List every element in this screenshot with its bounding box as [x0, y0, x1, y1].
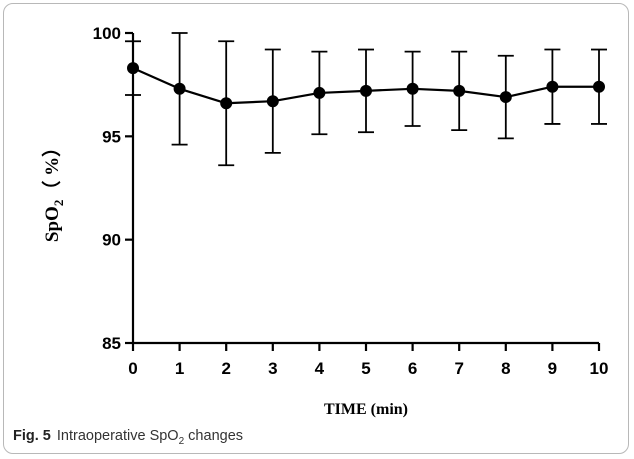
- data-point-1: [173, 82, 186, 95]
- figure-frame: [3, 3, 629, 454]
- x-tick-label-2: 2: [221, 359, 230, 378]
- y-axis-title-sub: 2: [51, 200, 66, 207]
- data-point-5: [360, 84, 372, 97]
- x-tick-label-3: 3: [268, 359, 277, 378]
- data-point-6: [406, 82, 419, 95]
- x-tick-label-10: 10: [590, 359, 609, 378]
- y-axis-title-base: SpO: [42, 206, 63, 242]
- data-point-9: [546, 80, 559, 93]
- x-tick-label-1: 1: [175, 359, 184, 378]
- y-tick-label-3: 100: [93, 24, 121, 43]
- x-tick-label-6: 6: [408, 359, 417, 378]
- y-tick-label-1: 90: [102, 231, 121, 250]
- y-tick-label-2: 95: [102, 127, 121, 146]
- data-point-7: [453, 84, 466, 97]
- caption-text: Intraoperative SpO: [56, 428, 179, 444]
- caption-text-end: changes: [184, 428, 244, 444]
- axes: 85 90 95 100 0 1 2 3 4 5 6 7 8 9 10: [93, 24, 609, 378]
- figure-label: Fig. 5: [13, 428, 51, 444]
- caption-subscript: 2: [178, 435, 185, 447]
- data-point-8: [499, 91, 512, 104]
- x-tick-label-8: 8: [501, 359, 510, 378]
- x-tick-label-0: 0: [128, 359, 137, 378]
- x-tick-label-4: 4: [315, 359, 325, 378]
- y-axis-title-rest: （ %）: [40, 138, 63, 200]
- x-axis-title: TIME (min): [324, 401, 408, 418]
- data-point-2: [220, 97, 233, 110]
- figure-caption: Fig. 5 Intraoperative SpO2 changes: [13, 428, 243, 447]
- data-point-0: [127, 62, 139, 75]
- x-tick-label-9: 9: [548, 359, 557, 378]
- data-point-10: [593, 80, 605, 93]
- y-axis-title: SpO2（ %）: [40, 138, 66, 242]
- y-tick-label-0: 85: [102, 334, 121, 353]
- series-layer: [125, 32, 607, 167]
- data-point-4: [313, 86, 326, 99]
- x-tick-label-5: 5: [361, 359, 370, 378]
- data-point-3: [266, 95, 279, 108]
- x-tick-label-7: 7: [454, 359, 463, 378]
